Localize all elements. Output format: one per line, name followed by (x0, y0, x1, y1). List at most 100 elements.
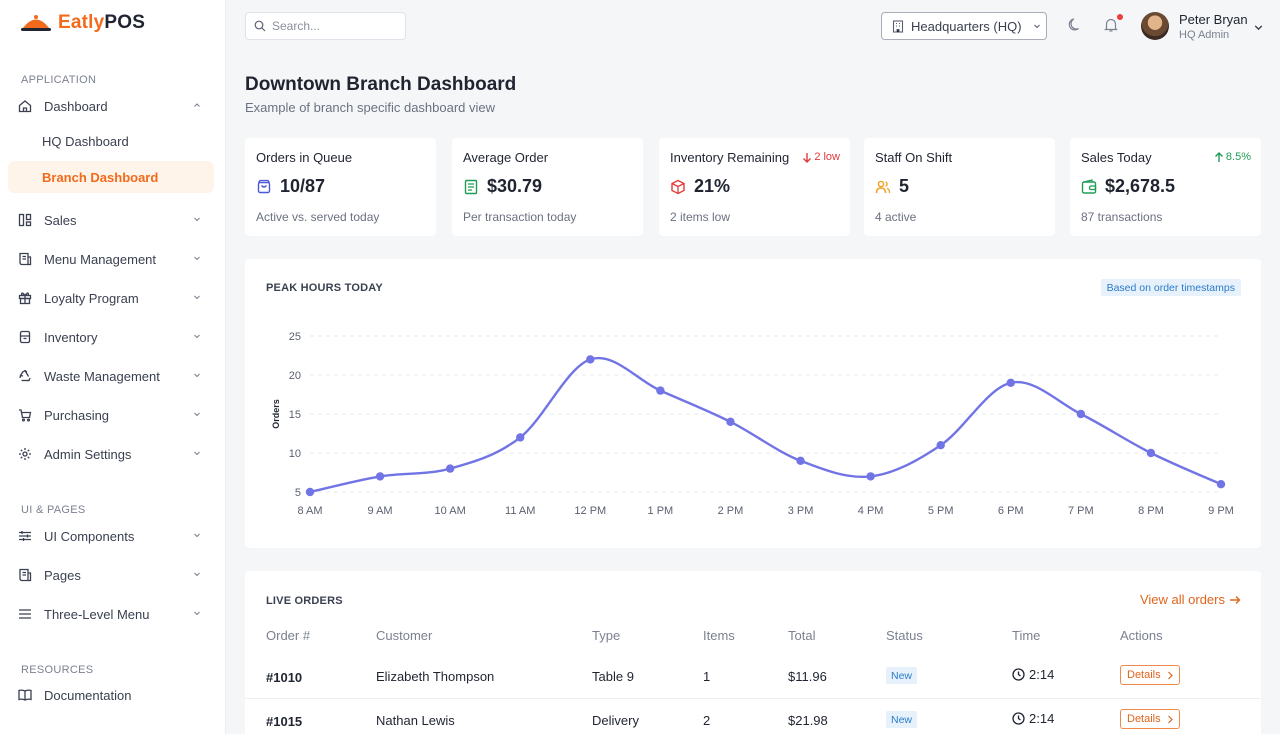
search-box[interactable] (245, 12, 406, 40)
stat-trend: 8.5% (1214, 151, 1251, 163)
x-tick-label: 4 PM (858, 505, 884, 517)
column-header-customer[interactable]: Customer (376, 628, 433, 643)
menu-book-icon (18, 252, 32, 266)
sidebar-item-inventory[interactable]: Inventory (8, 322, 214, 352)
sidebar-item-ui-components[interactable]: UI Components (8, 521, 214, 551)
column-header-order[interactable]: Order # (266, 628, 311, 643)
sidebar-item-pages[interactable]: Pages (8, 560, 214, 590)
sidebar-item-purchasing[interactable]: Purchasing (8, 400, 214, 430)
page-subtitle: Example of branch specific dashboard vie… (245, 100, 496, 115)
clock-icon (1012, 668, 1025, 681)
x-tick-label: 9 AM (368, 505, 393, 517)
sliders-icon (18, 529, 32, 543)
live-orders-card: LIVE ORDERS View all orders Order # Cust… (245, 571, 1261, 734)
chevron-up-icon (194, 103, 200, 107)
x-tick-label: 3 PM (788, 505, 814, 517)
table-row[interactable]: #1010 Elizabeth Thompson Table 9 1 $11.9… (245, 655, 1261, 699)
arrow-right-icon (1230, 595, 1241, 604)
details-button[interactable]: Details (1120, 665, 1180, 685)
stat-value: 10/87 (280, 176, 326, 196)
user-role: HQ Admin (1179, 29, 1230, 41)
sidebar-item-menu-management[interactable]: Menu Management (8, 244, 214, 274)
details-button-label: Details (1127, 713, 1161, 725)
stat-card-staff-on-shift: Staff On Shift 5 4 active (864, 138, 1055, 236)
cart-icon (18, 408, 32, 422)
stat-note: 87 transactions (1081, 210, 1163, 224)
order-items: 1 (703, 669, 711, 684)
x-tick-label: 2 PM (718, 505, 744, 517)
data-point (1076, 409, 1086, 419)
stat-label: Sales Today (1081, 150, 1152, 165)
arrow-up-icon (1214, 151, 1223, 162)
order-id: #1015 (266, 714, 303, 729)
stat-label: Average Order (463, 150, 549, 165)
arrow-down-icon (803, 152, 812, 163)
hamburger-icon (18, 607, 32, 621)
column-header-actions: Actions (1120, 628, 1163, 643)
x-tick-label: 8 AM (297, 505, 322, 517)
search-input[interactable] (272, 19, 392, 33)
sidebar-item-waste-management[interactable]: Waste Management (8, 361, 214, 391)
brand-logo[interactable]: EatlyPOS (20, 10, 145, 36)
view-all-orders-link[interactable]: View all orders (1140, 592, 1241, 607)
table-row[interactable]: #1015 Nathan Lewis Delivery 2 $21.98 New… (245, 698, 1261, 734)
stat-note: Per transaction today (463, 210, 577, 224)
gift-icon (18, 291, 32, 305)
moon-icon[interactable] (1067, 17, 1083, 33)
stat-label: Orders in Queue (256, 150, 353, 165)
user-name[interactable]: Peter Bryan (1179, 12, 1248, 27)
nav-section-resources: RESOURCES (21, 664, 94, 676)
sidebar-item-label: Loyalty Program (44, 290, 139, 306)
sidebar-item-hq-dashboard[interactable]: HQ Dashboard (42, 133, 129, 149)
chevron-down-icon (194, 256, 200, 261)
order-type: Table 9 (592, 669, 634, 684)
sidebar-item-sales[interactable]: Sales (8, 205, 214, 235)
brand-name: EatlyPOS (58, 12, 146, 33)
chevron-down-icon (194, 533, 200, 538)
wallet-icon (1081, 178, 1097, 194)
location-select[interactable]: Headquarters (HQ) (881, 12, 1047, 40)
sidebar-item-branch-dashboard[interactable]: Branch Dashboard (8, 161, 214, 193)
bell-icon[interactable] (1103, 17, 1119, 33)
inventory-icon (18, 330, 32, 344)
details-button[interactable]: Details (1120, 709, 1180, 729)
receipt-icon (464, 179, 478, 194)
column-header-type[interactable]: Type (592, 628, 621, 643)
column-header-time[interactable]: Time (1012, 628, 1041, 643)
data-point (516, 433, 525, 442)
sales-icon (18, 213, 32, 227)
data-point (305, 487, 315, 497)
stat-card-orders-queue: Orders in Queue 10/87 Active vs. served … (245, 138, 436, 236)
nav-section-application: APPLICATION (21, 74, 97, 86)
series-line (309, 356, 1222, 494)
stat-value: $2,678.5 (1105, 176, 1176, 196)
sidebar-item-documentation[interactable]: Documentation (8, 680, 214, 710)
y-tick-label: 10 (289, 448, 301, 460)
column-header-total[interactable]: Total (788, 628, 816, 643)
sidebar: EatlyPOS APPLICATION Dashboard HQ Dashbo… (0, 0, 226, 734)
chevron-down-icon[interactable] (1253, 22, 1264, 33)
data-point (656, 386, 665, 395)
x-tick-label: 5 PM (928, 505, 954, 517)
sidebar-item-label: Purchasing (44, 407, 110, 423)
column-header-items[interactable]: Items (703, 628, 735, 643)
home-icon (18, 99, 32, 113)
cloche-icon (20, 13, 52, 33)
data-point (1146, 448, 1156, 458)
data-point (796, 456, 805, 465)
sidebar-item-loyalty-program[interactable]: Loyalty Program (8, 283, 214, 313)
order-items: 2 (703, 713, 711, 728)
x-tick-label: 8 PM (1138, 505, 1164, 517)
chevron-down-icon (1033, 24, 1040, 29)
avatar[interactable] (1141, 12, 1169, 40)
stat-value: $30.79 (487, 176, 543, 196)
sidebar-item-label: Menu Management (44, 251, 157, 267)
column-header-status[interactable]: Status (886, 628, 923, 643)
sidebar-item-three-level-menu[interactable]: Three-Level Menu (8, 599, 214, 629)
stat-value: 5 (899, 176, 910, 196)
y-tick-label: 20 (289, 370, 301, 382)
sidebar-item-admin-settings[interactable]: Admin Settings (8, 439, 214, 469)
sidebar-item-dashboard[interactable]: Dashboard (8, 91, 214, 121)
y-tick-label: 5 (295, 487, 301, 499)
chevron-down-icon (194, 373, 200, 378)
